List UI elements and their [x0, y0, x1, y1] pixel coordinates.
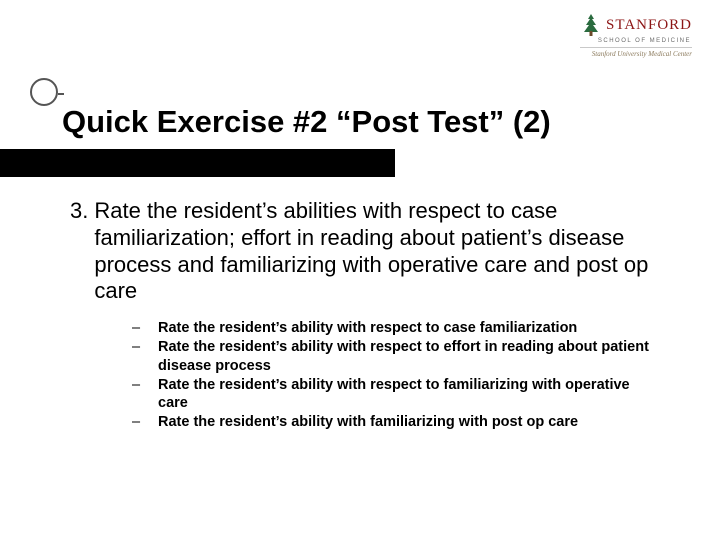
sub-dash: – — [132, 413, 158, 431]
slide-title: Quick Exercise #2 “Post Test” (2) — [62, 104, 551, 140]
logo-divider — [580, 47, 692, 48]
tree-icon — [580, 12, 602, 38]
sub-item: – Rate the resident’s ability with respe… — [132, 338, 670, 374]
sublist: – Rate the resident’s ability with respe… — [132, 319, 670, 431]
sub-item: – Rate the resident’s ability with respe… — [132, 376, 670, 412]
sub-item-text: Rate the resident’s ability with respect… — [158, 376, 670, 412]
sub-item-text: Rate the resident’s ability with respect… — [158, 319, 670, 337]
main-item: 3. Rate the resident’s abilities with re… — [70, 198, 670, 305]
sub-item: – Rate the resident’s ability with respe… — [132, 319, 670, 337]
stanford-logo: STANFORD — [580, 12, 692, 38]
sub-item: – Rate the resident’s ability with famil… — [132, 413, 670, 431]
sub-dash: – — [132, 338, 158, 374]
sub-dash: – — [132, 376, 158, 412]
decorative-circle — [30, 78, 58, 106]
school-line: SCHOOL OF MEDICINE — [580, 38, 692, 44]
sub-item-text: Rate the resident’s ability with familia… — [158, 413, 670, 431]
sub-item-text: Rate the resident’s ability with respect… — [158, 338, 670, 374]
content-area: 3. Rate the resident’s abilities with re… — [70, 198, 670, 432]
main-item-number: 3. — [70, 198, 88, 305]
title-bar — [0, 149, 395, 177]
sub-dash: – — [132, 319, 158, 337]
stanford-logo-block: STANFORD SCHOOL OF MEDICINE Stanford Uni… — [580, 12, 692, 58]
logo-subtext: Stanford University Medical Center — [580, 50, 692, 58]
main-item-text: Rate the resident’s abilities with respe… — [94, 198, 670, 305]
brand-text: STANFORD — [606, 17, 692, 34]
